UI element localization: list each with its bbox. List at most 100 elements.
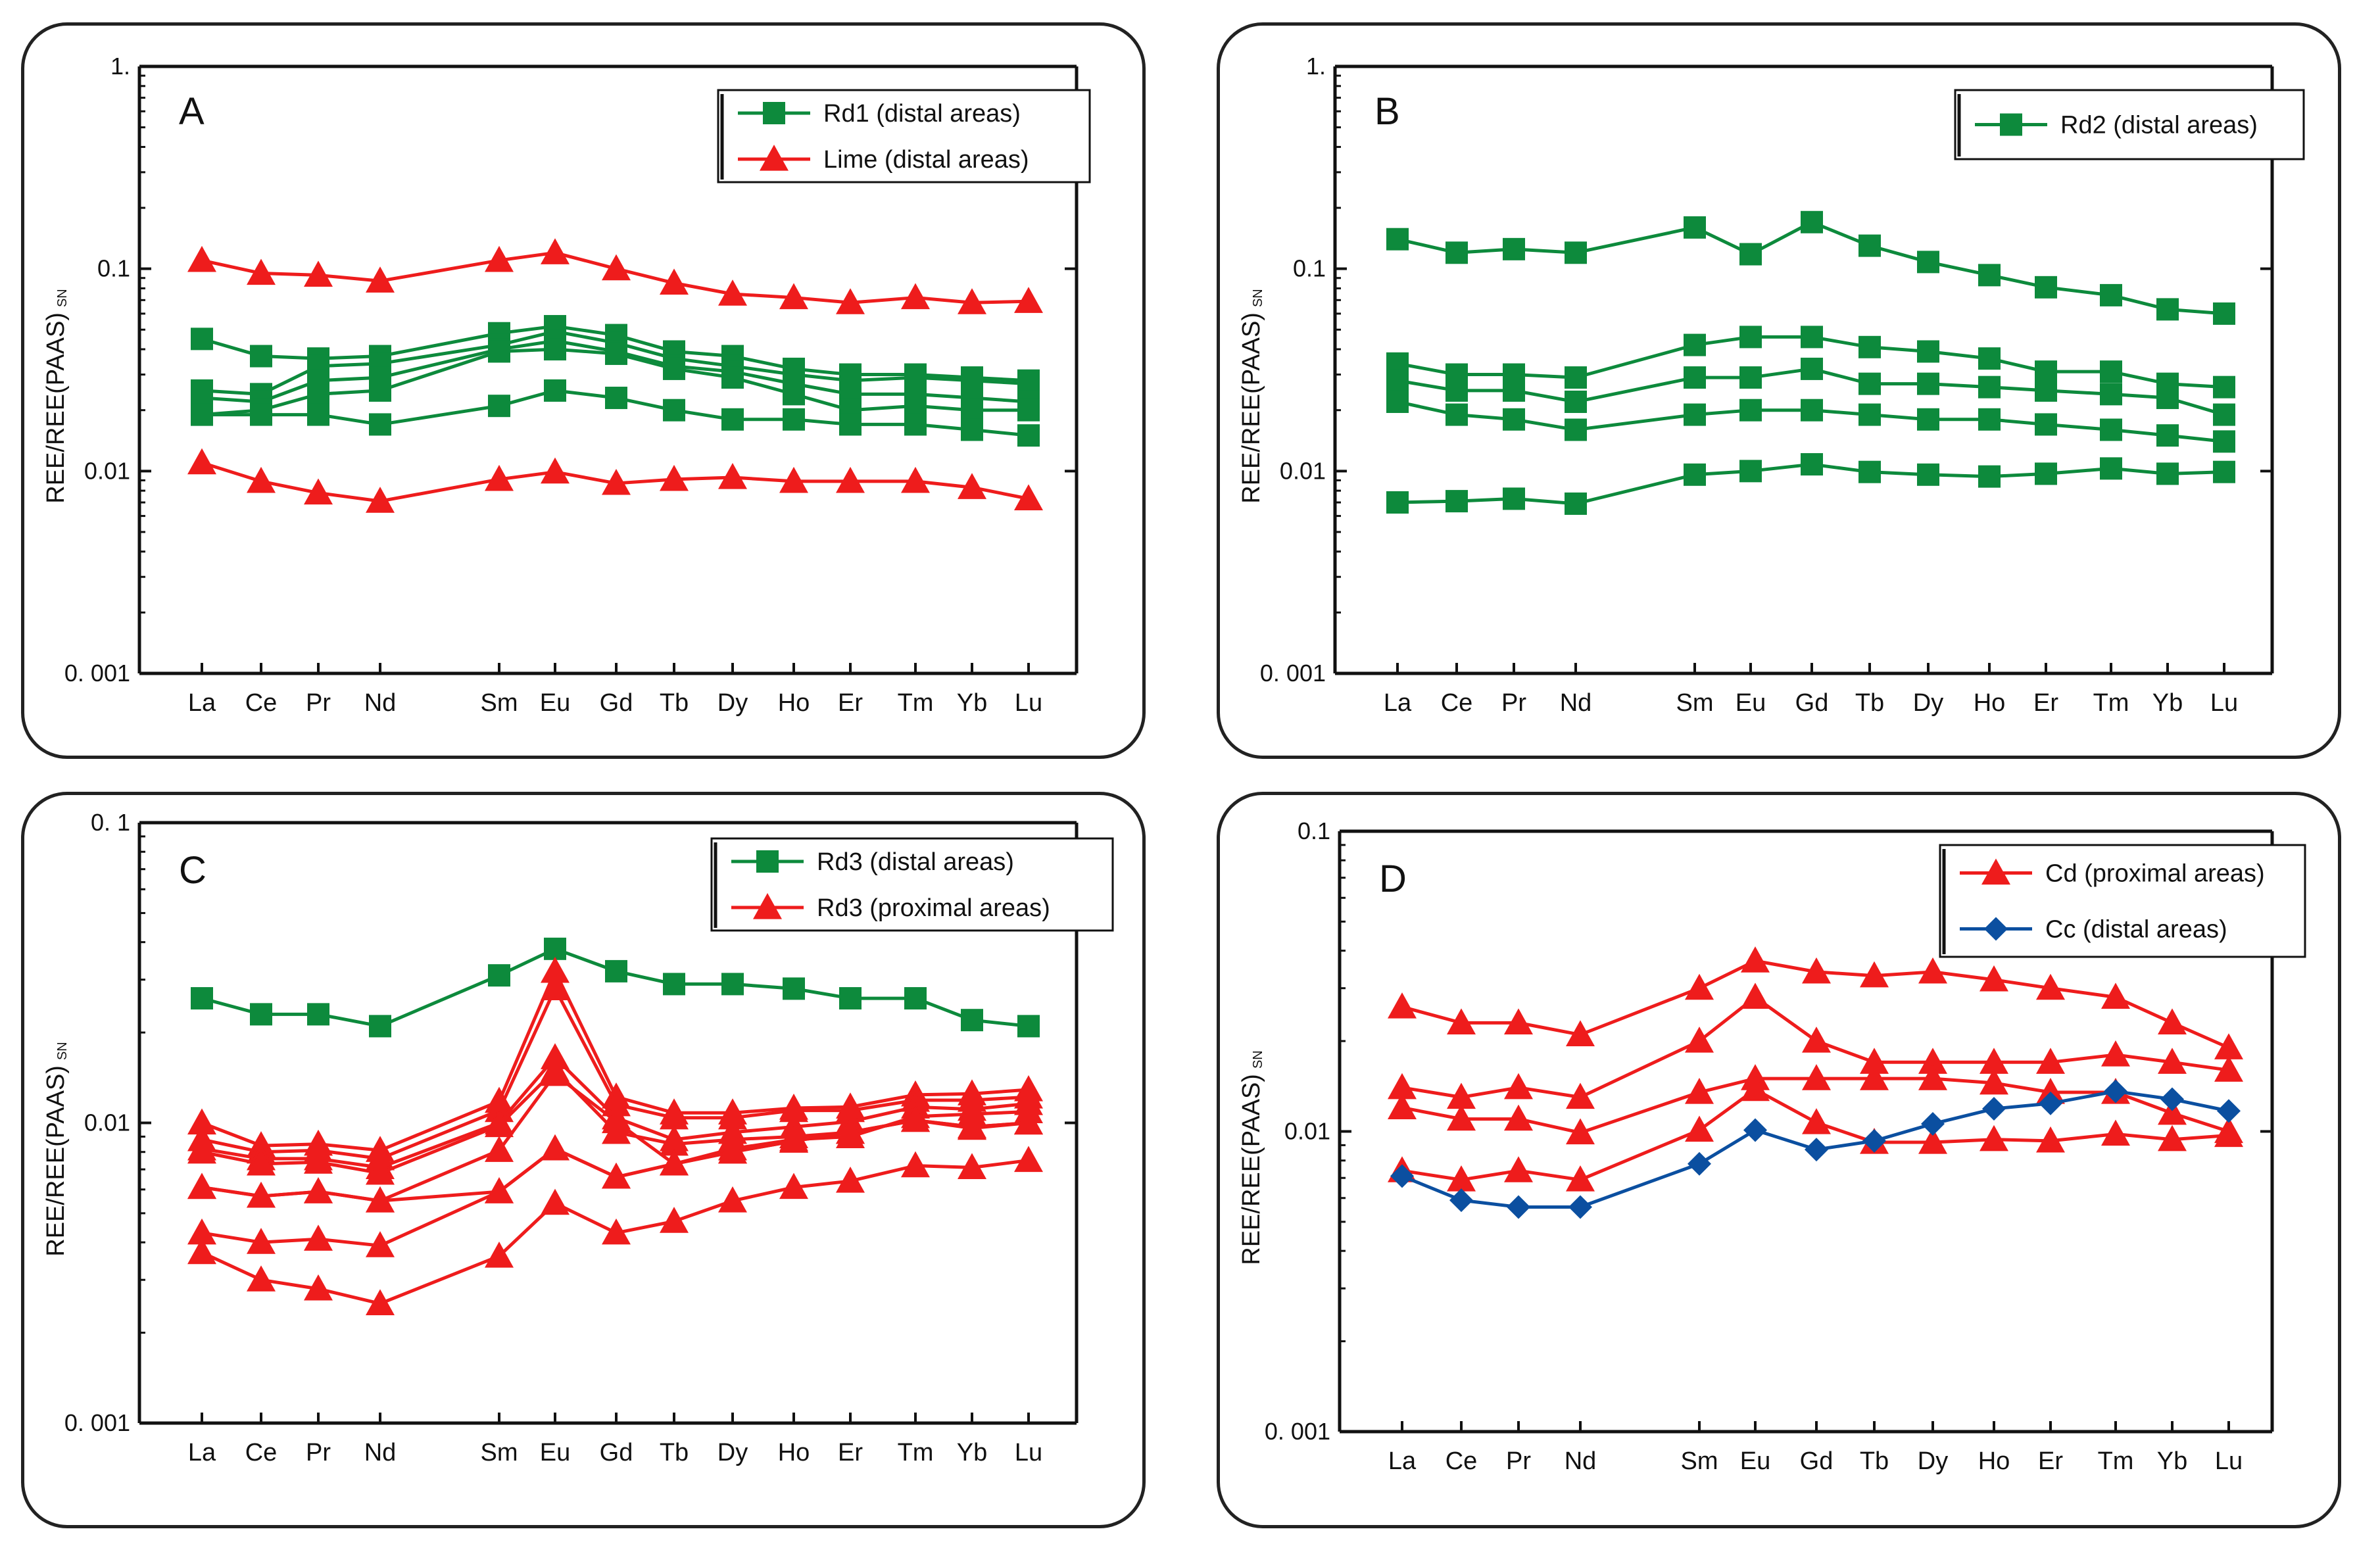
data-point bbox=[718, 1186, 747, 1213]
data-point bbox=[1739, 366, 1762, 389]
legend-item: Rd1 (distal areas) bbox=[738, 100, 1021, 128]
data-point bbox=[839, 413, 862, 436]
x-tick-label: Tb bbox=[660, 1439, 689, 1466]
data-point bbox=[602, 254, 631, 281]
data-point bbox=[1918, 1064, 1947, 1090]
data-point bbox=[605, 387, 627, 410]
data-point bbox=[485, 1177, 514, 1203]
data-point bbox=[1566, 1082, 1595, 1109]
data-point bbox=[1917, 408, 1939, 431]
panel-letter: A bbox=[179, 90, 205, 133]
y-axis-label: REE/REE(PAAS)SN bbox=[42, 1042, 70, 1257]
data-point bbox=[2156, 298, 2179, 321]
data-point bbox=[1445, 490, 1468, 513]
data-point bbox=[779, 283, 808, 310]
y-axis-label: REE/REE(PAAS)SN bbox=[1238, 1050, 1265, 1265]
data-point bbox=[1739, 399, 1762, 422]
data-point bbox=[1688, 1151, 1711, 1176]
series-5 bbox=[1386, 453, 2235, 515]
y-tick-label: 0.1 bbox=[1293, 255, 1326, 282]
data-point bbox=[836, 1166, 865, 1193]
legend-item: Lime (distal areas) bbox=[738, 145, 1029, 174]
data-point bbox=[2101, 1119, 2130, 1146]
x-tick-label: Ce bbox=[1441, 689, 1473, 717]
x-tick-label: Nd bbox=[364, 1439, 397, 1466]
data-point bbox=[187, 1173, 216, 1199]
data-point bbox=[1504, 1104, 1533, 1131]
data-point bbox=[1504, 1008, 1533, 1034]
data-point bbox=[2158, 1125, 2187, 1151]
data-point bbox=[602, 1162, 631, 1189]
data-point bbox=[1802, 1027, 1831, 1053]
data-point bbox=[1978, 264, 2001, 287]
data-point bbox=[1860, 961, 1889, 988]
data-point bbox=[721, 366, 744, 389]
data-point bbox=[1801, 399, 1823, 422]
data-point bbox=[958, 473, 986, 499]
data-point bbox=[2035, 413, 2057, 436]
data-point bbox=[1918, 1128, 1947, 1154]
data-point bbox=[1802, 1108, 1831, 1134]
data-point bbox=[1445, 403, 1468, 426]
data-point bbox=[1739, 460, 1762, 483]
data-point bbox=[1739, 326, 1762, 349]
data-point bbox=[369, 379, 391, 402]
data-point bbox=[1017, 424, 1040, 447]
x-tick-label: La bbox=[1384, 689, 1412, 717]
data-point bbox=[1566, 1020, 1595, 1047]
data-point bbox=[779, 1173, 808, 1199]
y-tick-label: 0.1 bbox=[1298, 817, 1330, 844]
data-point bbox=[2035, 360, 2057, 383]
y-tick-label: 1. bbox=[110, 53, 130, 80]
y-tick-label: 0.01 bbox=[84, 1109, 130, 1136]
data-point bbox=[307, 1003, 329, 1026]
series-6 bbox=[187, 238, 1043, 314]
data-point bbox=[187, 245, 216, 272]
data-point bbox=[1445, 379, 1468, 402]
y-tick-label: 0.1 bbox=[97, 255, 130, 282]
x-tick-label: Ce bbox=[245, 1439, 278, 1466]
data-point bbox=[544, 338, 566, 361]
legend: Rd2 (distal areas) bbox=[1954, 89, 2305, 160]
data-point bbox=[2213, 375, 2235, 399]
y-tick-label: 1. bbox=[1306, 53, 1326, 80]
data-point bbox=[783, 977, 805, 1000]
data-point bbox=[2036, 1126, 2065, 1153]
panel-letter: C bbox=[179, 849, 206, 892]
data-point bbox=[2156, 387, 2179, 410]
series-line bbox=[201, 986, 1029, 1161]
data-point bbox=[1801, 326, 1823, 349]
legend-item: Cc (distal areas) bbox=[1960, 916, 2227, 944]
data-point bbox=[1741, 982, 1770, 1009]
data-point bbox=[901, 283, 930, 310]
data-point bbox=[488, 340, 510, 363]
data-point bbox=[1684, 216, 1706, 239]
series-1 bbox=[1388, 946, 2243, 1059]
data-point bbox=[718, 1103, 747, 1130]
series-1 bbox=[191, 937, 1040, 1038]
legend-label: Lime (distal areas) bbox=[823, 146, 1029, 174]
data-point bbox=[961, 418, 983, 441]
axes: 1. 0.1 0.01 0. 001 La Ce Pr Nd Sm Eu Gd Tb Dy Ho Er Tm Y… bbox=[64, 53, 1079, 717]
data-point bbox=[2035, 462, 2057, 485]
data-point bbox=[488, 964, 510, 987]
data-point bbox=[1978, 408, 2001, 431]
data-point bbox=[901, 1151, 930, 1178]
plot-area bbox=[187, 238, 1043, 513]
data-point bbox=[958, 288, 986, 314]
data-point bbox=[660, 1149, 689, 1176]
data-point bbox=[1684, 333, 1706, 356]
x-tick-label: Ho bbox=[1978, 1447, 2010, 1475]
legend-item: Rd3 (proximal areas) bbox=[731, 893, 1050, 922]
data-point bbox=[191, 403, 213, 426]
data-point bbox=[2101, 1040, 2130, 1067]
data-point bbox=[1386, 369, 1409, 392]
data-point bbox=[1685, 973, 1714, 1000]
x-tick-label: Dy bbox=[717, 689, 748, 717]
data-point bbox=[1858, 335, 1881, 358]
data-point bbox=[488, 395, 510, 418]
data-point bbox=[2160, 1087, 2184, 1111]
data-point bbox=[904, 413, 927, 436]
series-line bbox=[1401, 1088, 2229, 1182]
legend-marker bbox=[1984, 917, 2008, 941]
